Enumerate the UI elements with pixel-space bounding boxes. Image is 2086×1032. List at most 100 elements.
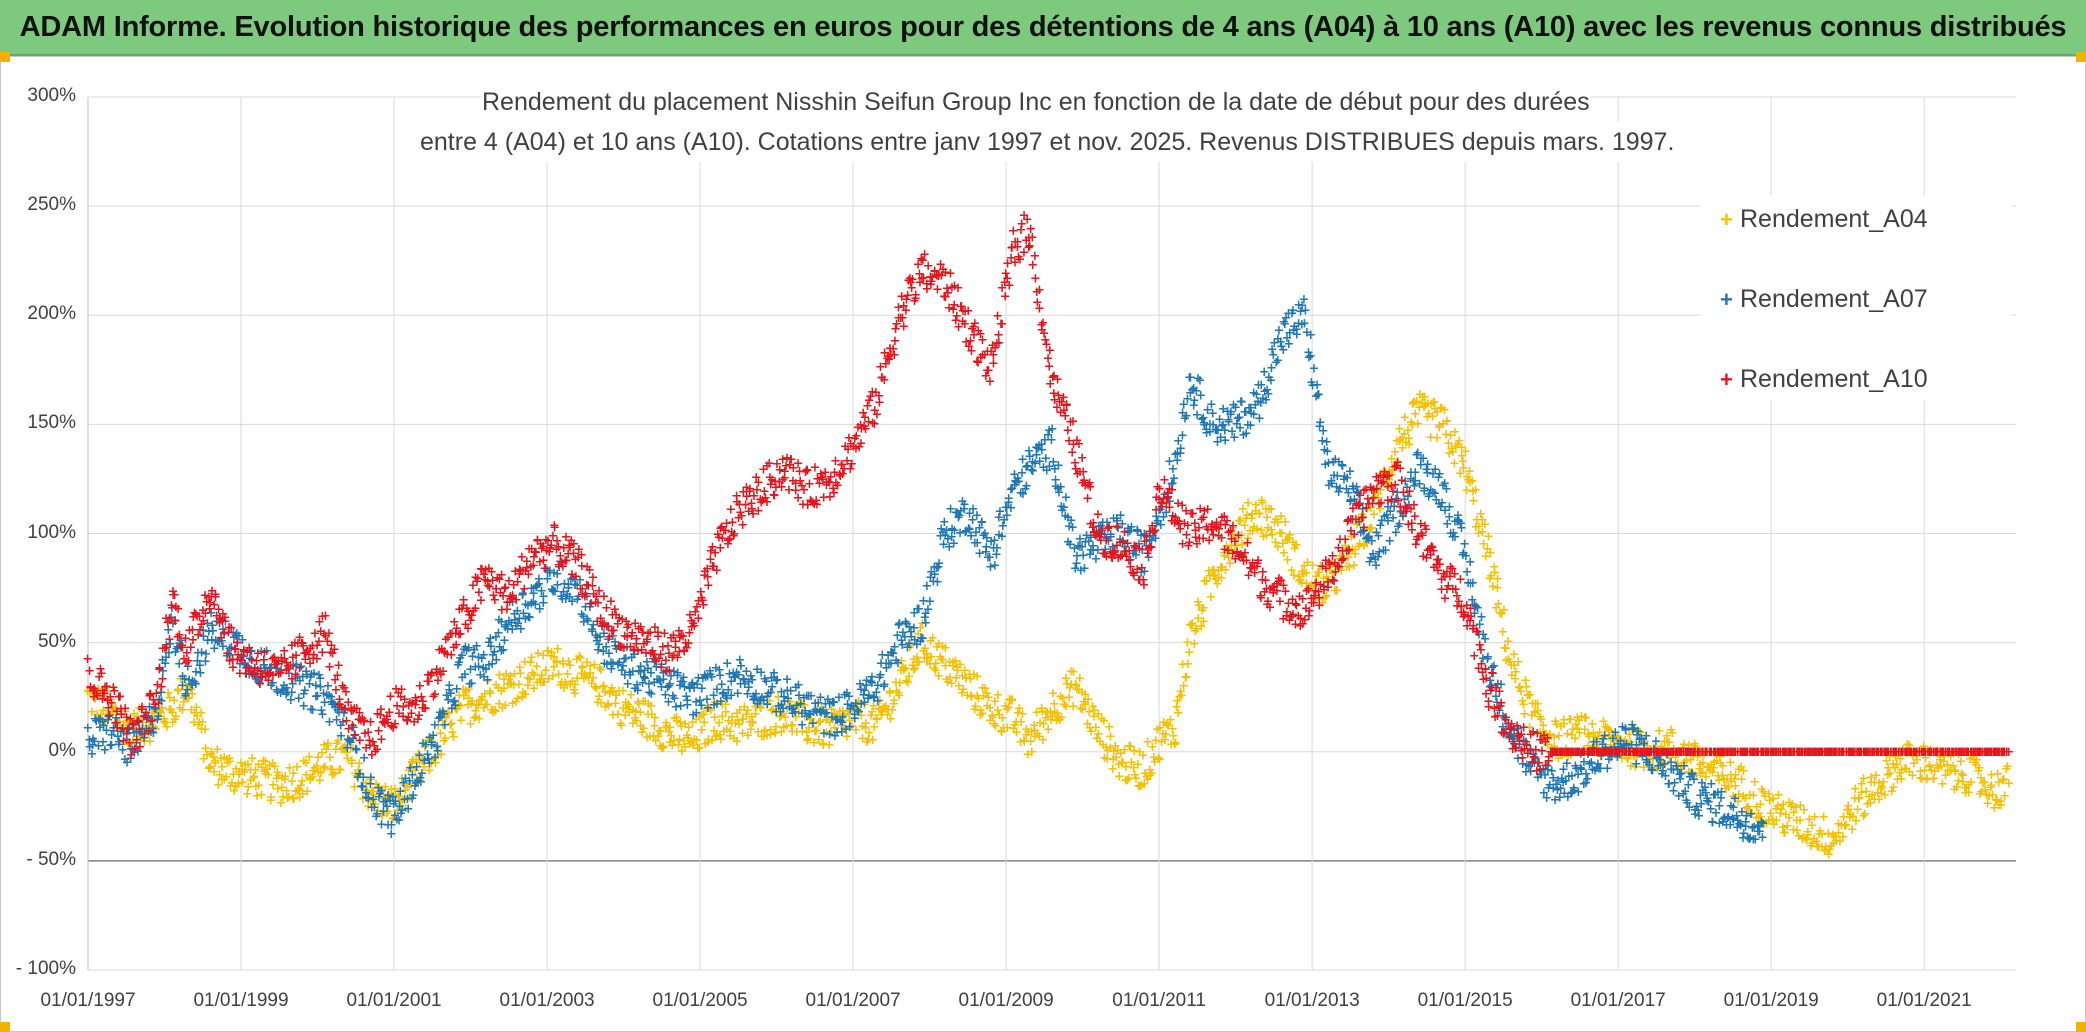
data-point: + <box>1248 520 1259 535</box>
data-point: + <box>1487 580 1498 595</box>
data-point: + <box>514 660 525 675</box>
data-point: + <box>1142 772 1153 787</box>
data-point: + <box>1676 760 1687 775</box>
data-point: + <box>1588 726 1599 741</box>
data-point: + <box>839 721 850 736</box>
data-point: + <box>512 691 523 706</box>
data-point: + <box>977 681 988 696</box>
data-point: + <box>712 729 723 744</box>
data-point: + <box>277 771 288 786</box>
data-point: + <box>750 707 761 722</box>
data-point: + <box>743 728 754 743</box>
data-point: + <box>417 754 428 769</box>
data-point: + <box>794 697 805 712</box>
data-point: + <box>1458 461 1469 476</box>
data-point: + <box>345 741 356 756</box>
data-point: + <box>562 667 573 682</box>
data-point: + <box>249 769 260 784</box>
data-point: + <box>799 698 810 713</box>
data-point: + <box>383 788 394 803</box>
data-point: + <box>804 721 815 736</box>
data-point: + <box>940 641 951 656</box>
data-point: + <box>535 676 546 691</box>
data-point: + <box>1264 502 1275 517</box>
data-point: + <box>1514 680 1525 695</box>
data-point: + <box>1335 552 1346 567</box>
data-point: + <box>216 773 227 788</box>
data-point: + <box>1464 464 1475 479</box>
data-point: + <box>646 699 657 714</box>
data-point: + <box>1425 430 1436 445</box>
data-point: + <box>1639 735 1650 750</box>
data-point: + <box>1472 513 1483 528</box>
data-point: + <box>1239 519 1250 534</box>
data-point: + <box>1600 720 1611 735</box>
data-point: + <box>1429 395 1440 410</box>
data-point: + <box>1510 672 1521 687</box>
data-point: + <box>774 710 785 725</box>
data-point: + <box>1549 730 1560 745</box>
data-point: + <box>1212 577 1223 592</box>
data-point: + <box>417 753 428 768</box>
data-point: + <box>1279 546 1290 561</box>
data-point: + <box>1625 759 1636 774</box>
data-point: + <box>357 779 368 794</box>
data-point: + <box>980 682 991 697</box>
data-point: + <box>1365 521 1376 536</box>
data-point: + <box>1310 592 1321 607</box>
data-point: + <box>1541 727 1552 742</box>
data-point: + <box>1389 445 1400 460</box>
data-point: + <box>1435 401 1446 416</box>
data-point: + <box>253 758 264 773</box>
data-point: + <box>1291 538 1302 553</box>
data-point: + <box>977 707 988 722</box>
data-point: + <box>781 702 792 717</box>
data-point: + <box>687 716 698 731</box>
data-point: + <box>494 668 505 683</box>
data-point: + <box>1037 733 1048 748</box>
data-point: + <box>1085 480 1096 495</box>
data-point: + <box>1407 397 1418 412</box>
data-point: + <box>681 728 692 743</box>
data-point: + <box>930 663 941 678</box>
data-point: + <box>850 723 861 738</box>
data-point: + <box>377 783 388 798</box>
data-point: + <box>1195 388 1206 403</box>
data-point: + <box>966 690 977 705</box>
data-point: + <box>222 756 233 771</box>
data-point: + <box>1031 705 1042 720</box>
data-point: + <box>575 651 586 666</box>
data-point: + <box>1661 729 1672 744</box>
data-point: + <box>1111 751 1122 766</box>
data-point: + <box>842 704 853 719</box>
data-point: + <box>1125 740 1136 755</box>
data-point: + <box>972 689 983 704</box>
data-point: + <box>344 733 355 748</box>
data-point: + <box>256 761 267 776</box>
data-point: + <box>815 714 826 729</box>
data-point: + <box>1662 735 1673 750</box>
data-point: + <box>283 790 294 805</box>
data-point: + <box>751 700 762 715</box>
data-point: + <box>859 698 870 713</box>
data-point: + <box>919 651 930 666</box>
data-point: + <box>742 704 753 719</box>
data-point: + <box>552 642 563 657</box>
data-point: + <box>152 706 163 721</box>
data-point: + <box>1418 390 1429 405</box>
data-point: + <box>1432 431 1443 446</box>
data-point: + <box>467 695 478 710</box>
data-point: + <box>1168 729 1179 744</box>
data-point: + <box>98 704 109 719</box>
data-point: + <box>852 698 863 713</box>
data-point: + <box>1133 779 1144 794</box>
data-point: + <box>1060 672 1071 687</box>
data-point: + <box>148 703 159 718</box>
data-point: + <box>1149 755 1160 770</box>
data-point: + <box>284 761 295 776</box>
data-point: + <box>1309 577 1320 592</box>
data-point: + <box>1352 518 1363 533</box>
data-point: + <box>454 688 465 703</box>
data-point: + <box>110 701 121 716</box>
data-point: + <box>1566 728 1577 743</box>
